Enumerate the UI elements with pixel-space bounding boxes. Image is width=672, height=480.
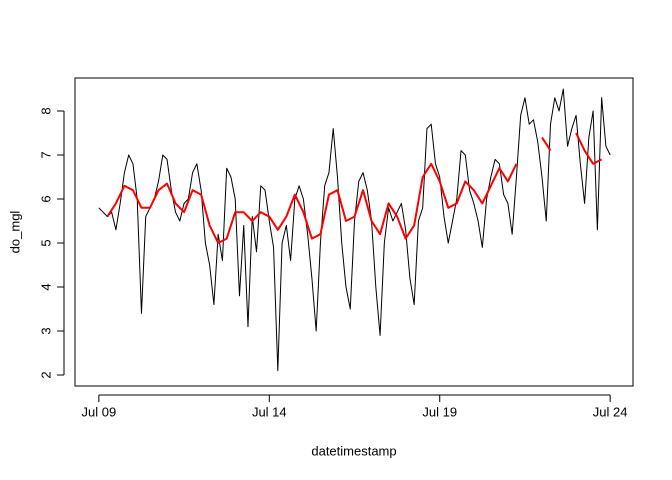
y-tick-label: 7 [38, 151, 53, 158]
x-tick-label: Jul 14 [252, 404, 287, 419]
y-axis-label: do_mgl [7, 211, 22, 254]
x-axis-label: datetimestamp [311, 443, 396, 458]
data-line [575, 132, 603, 165]
y-tick-label: 2 [38, 371, 53, 378]
y-tick-label: 8 [38, 107, 53, 114]
data-line [98, 88, 611, 372]
plot-box [74, 77, 634, 387]
y-tick-label: 3 [38, 327, 53, 334]
data-line [541, 136, 552, 152]
y-tick-label: 6 [38, 195, 53, 202]
data-line [106, 162, 518, 244]
x-tick-label: Jul 24 [593, 404, 628, 419]
x-tick-label: Jul 09 [82, 404, 117, 419]
y-tick-label: 4 [38, 283, 53, 290]
x-tick-label: Jul 19 [422, 404, 457, 419]
y-tick-label: 5 [38, 239, 53, 246]
